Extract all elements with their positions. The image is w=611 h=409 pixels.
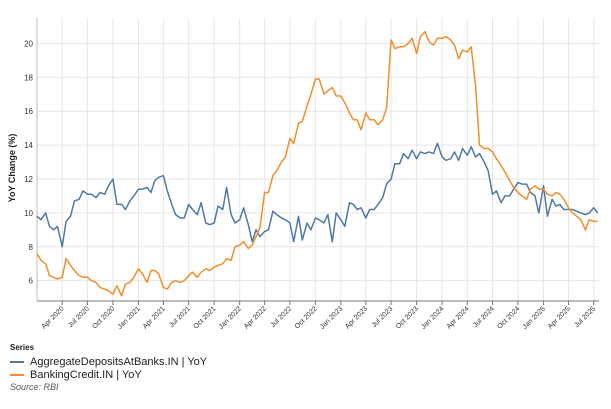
legend: Series AggregateDepositsAtBanks.IN | YoY… (10, 343, 207, 381)
x-tick-label: Jul 2021 (168, 305, 192, 329)
legend-swatch-credit (10, 373, 24, 376)
x-tick-label: Apr 2021 (142, 305, 167, 330)
x-tick-label: Jul 2024 (472, 305, 496, 329)
legend-item-deposits: AggregateDepositsAtBanks.IN | YoY (10, 355, 207, 368)
x-tick-label: Jan 2022 (218, 305, 243, 330)
x-tick-label: Apr 2025 (547, 305, 572, 330)
y-tick-label: 6 (29, 277, 34, 286)
y-tick-label: 20 (24, 39, 33, 48)
y-axis-label: YoY Change (%) (7, 134, 17, 203)
x-tick-label: Jul 2020 (67, 305, 91, 329)
y-tick-label: 18 (24, 73, 33, 82)
x-tick-label: Jan 2023 (319, 305, 344, 330)
x-tick-label: Apr 2024 (446, 305, 471, 330)
legend-label-credit: BankingCredit.IN | YoY (30, 368, 142, 381)
x-tick-label: Apr 2020 (41, 305, 66, 330)
y-tick-label: 10 (24, 209, 33, 218)
x-tick-label: Jul 2025 (573, 305, 597, 329)
x-tick-label: Apr 2022 (243, 305, 268, 330)
x-tick-label: Jul 2022 (270, 305, 294, 329)
y-tick-label: 8 (29, 243, 34, 252)
y-tick-label: 16 (24, 107, 33, 116)
series-lines (36, 30, 599, 297)
x-tick-label: Jan 2025 (522, 305, 547, 330)
x-tick-label: Oct 2024 (496, 305, 521, 330)
x-tick-label: Jan 2024 (420, 305, 445, 330)
grid-lines (37, 18, 599, 301)
legend-label-deposits: AggregateDepositsAtBanks.IN | YoY (30, 355, 208, 368)
legend-title: Series (10, 343, 35, 352)
y-tick-label: 12 (24, 175, 33, 184)
source-note: Source: RBI (10, 382, 59, 392)
x-tick-label: Apr 2023 (344, 305, 369, 330)
x-tick-label: Jan 2021 (117, 305, 142, 330)
x-tick-label: Oct 2022 (294, 305, 319, 330)
x-tick-label: Oct 2020 (91, 305, 116, 330)
legend-swatch-deposits (10, 360, 24, 363)
x-tick-label: Oct 2021 (193, 305, 218, 330)
x-tick-label: Oct 2023 (395, 305, 420, 330)
series-line-deposits (36, 142, 599, 248)
series-line-credit (36, 30, 598, 297)
x-tick-label: Jul 2023 (371, 305, 395, 329)
legend-item-credit: BankingCredit.IN | YoY (10, 368, 207, 381)
y-tick-label: 14 (24, 141, 33, 150)
